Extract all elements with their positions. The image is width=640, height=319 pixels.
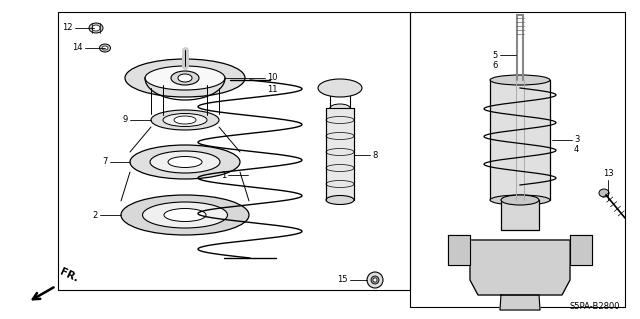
Text: FR.: FR. (58, 267, 80, 284)
Text: 4: 4 (574, 145, 579, 154)
Ellipse shape (163, 114, 207, 127)
Ellipse shape (512, 246, 528, 254)
Ellipse shape (373, 278, 377, 282)
Ellipse shape (121, 195, 249, 235)
Text: 1: 1 (221, 170, 226, 180)
Ellipse shape (130, 145, 240, 179)
Text: 12: 12 (63, 24, 73, 33)
Bar (326, 108, 354, 200)
Ellipse shape (89, 23, 103, 33)
Text: 7: 7 (102, 158, 108, 167)
Text: 3: 3 (574, 136, 579, 145)
Ellipse shape (143, 202, 227, 228)
Text: 13: 13 (603, 169, 613, 178)
Text: 15: 15 (337, 276, 348, 285)
Text: 11: 11 (267, 85, 278, 94)
Ellipse shape (318, 79, 362, 97)
Ellipse shape (326, 196, 354, 204)
Text: 5: 5 (493, 50, 498, 60)
Ellipse shape (92, 25, 100, 31)
Ellipse shape (367, 272, 383, 288)
Ellipse shape (125, 59, 245, 97)
Text: 8: 8 (372, 151, 378, 160)
Polygon shape (448, 235, 470, 265)
Ellipse shape (164, 209, 206, 221)
Ellipse shape (178, 74, 192, 82)
Ellipse shape (599, 189, 609, 197)
Text: 14: 14 (72, 43, 83, 53)
Ellipse shape (501, 195, 539, 205)
Ellipse shape (151, 110, 219, 130)
Ellipse shape (171, 71, 199, 85)
Text: S5PA-B2800: S5PA-B2800 (570, 302, 620, 311)
Polygon shape (470, 240, 570, 295)
Ellipse shape (371, 276, 379, 284)
Bar (58, 12, 410, 290)
Ellipse shape (150, 151, 220, 173)
Ellipse shape (168, 157, 202, 167)
Ellipse shape (512, 268, 528, 276)
Ellipse shape (330, 104, 350, 112)
Ellipse shape (102, 46, 108, 50)
Bar (501, 200, 539, 230)
Ellipse shape (145, 66, 225, 90)
Ellipse shape (490, 75, 550, 85)
Ellipse shape (174, 116, 196, 124)
Ellipse shape (99, 44, 111, 52)
Text: 9: 9 (123, 115, 128, 124)
Polygon shape (500, 295, 540, 310)
Text: 10: 10 (267, 73, 278, 83)
Ellipse shape (490, 195, 550, 205)
Text: 2: 2 (93, 211, 98, 219)
Bar (490, 80, 550, 200)
Bar (410, 12, 625, 307)
Polygon shape (570, 235, 592, 265)
Text: 6: 6 (493, 61, 498, 70)
